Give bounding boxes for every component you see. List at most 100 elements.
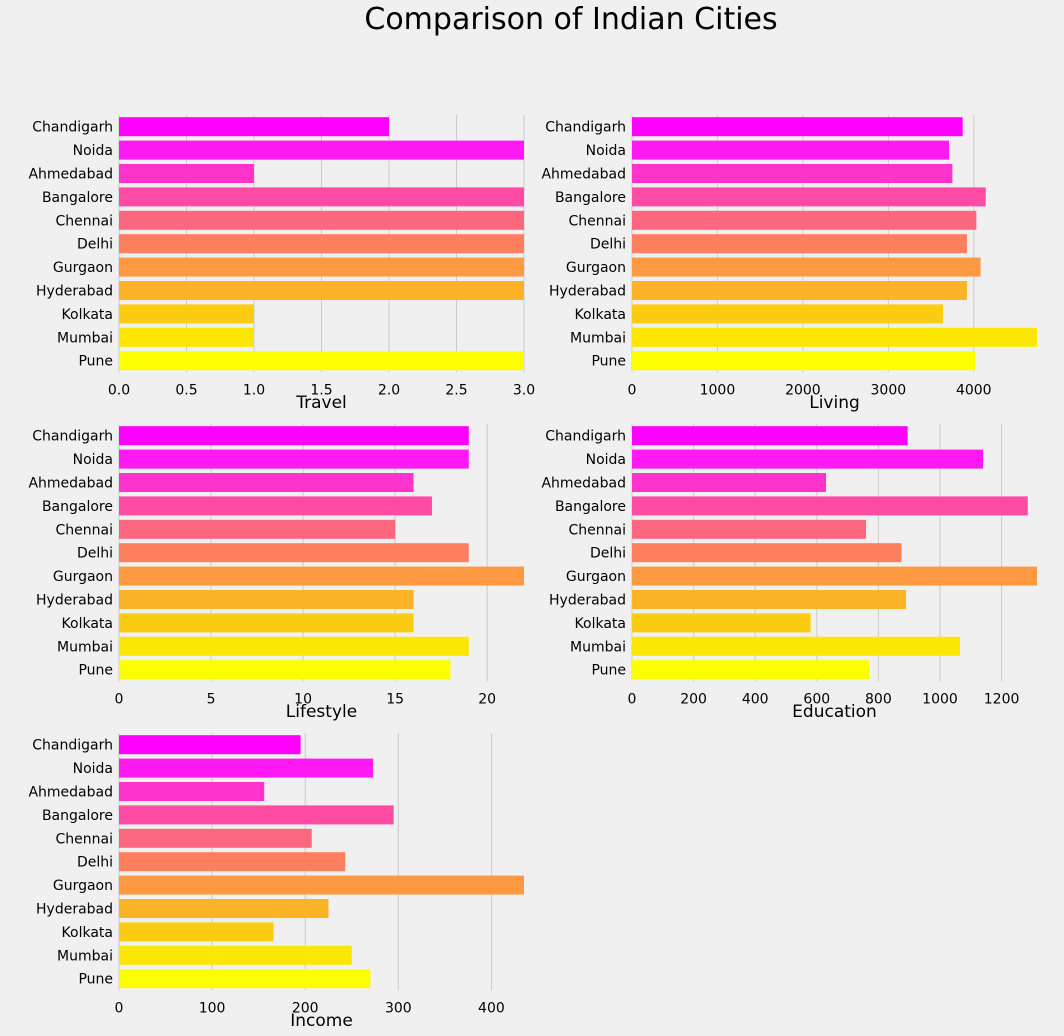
tick-label: 1000 [700, 382, 736, 398]
category-label: Noida [586, 143, 626, 159]
category-label: Bangalore [42, 808, 113, 824]
category-label: Ahmedabad [541, 167, 626, 183]
bar-gurgaon [632, 257, 981, 277]
bar-chandigarh [632, 117, 963, 137]
category-label: Delhi [77, 237, 113, 253]
bar-delhi [632, 543, 902, 563]
tick-label: 15 [386, 691, 404, 707]
category-label: Delhi [77, 546, 113, 562]
tick-label: 1.0 [243, 382, 265, 398]
category-label: Hyderabad [549, 593, 626, 609]
tick-label: 100 [199, 1000, 226, 1016]
bar-pune [119, 660, 451, 680]
bar-hyderabad [632, 590, 907, 609]
category-label: Hyderabad [36, 284, 113, 300]
bar-pune [632, 660, 870, 680]
category-label: Gurgaon [53, 569, 113, 585]
category-label: Gurgaon [53, 878, 113, 894]
category-label: Bangalore [42, 499, 113, 515]
tick-label: 600 [803, 691, 830, 707]
bar-noida [119, 449, 469, 469]
bar-chandigarh [119, 117, 389, 137]
category-label: Noida [73, 761, 113, 777]
tick-label: 0.0 [108, 382, 130, 398]
category-label: Chennai [56, 831, 113, 847]
tick-label: 2.0 [378, 382, 400, 398]
category-label: Chennai [56, 213, 113, 229]
tick-label: 0 [628, 691, 637, 707]
bar-ahmedabad [119, 164, 254, 183]
axis-label: Lifestyle [286, 702, 357, 722]
bar-chandigarh [119, 735, 301, 755]
bar-chennai [119, 519, 396, 539]
bar-chennai [632, 210, 977, 230]
tick-label: 2.5 [445, 382, 467, 398]
category-label: Mumbai [570, 330, 626, 346]
bar-noida [632, 140, 949, 160]
bar-kolkata [119, 304, 254, 324]
category-label: Pune [78, 663, 113, 679]
category-label: Kolkata [62, 616, 113, 632]
bar-noida [119, 140, 524, 160]
category-label: Chandigarh [32, 738, 113, 754]
bar-chennai [119, 210, 524, 230]
bar-chandigarh [632, 426, 908, 446]
bar-pune [119, 969, 371, 989]
bar-hyderabad [119, 590, 414, 609]
category-label: Chennai [569, 522, 626, 538]
category-label: Mumbai [57, 948, 113, 964]
chart-income: Chandigarh Noida Ahmedabad Bangalore Chennai… [28, 733, 524, 1031]
category-label: Pune [591, 354, 626, 370]
category-label: Chandigarh [545, 429, 626, 445]
bar-gurgaon [632, 566, 1037, 586]
tick-label: 4000 [956, 382, 992, 398]
tick-label: 1000 [922, 691, 958, 707]
category-label: Chennai [569, 213, 626, 229]
category-label: Mumbai [57, 330, 113, 346]
tick-label: 20 [478, 691, 496, 707]
bar-chandigarh [119, 426, 469, 446]
tick-label: 200 [680, 691, 707, 707]
bar-kolkata [119, 613, 414, 633]
category-label: Noida [73, 452, 113, 468]
axis-label: Income [290, 1011, 353, 1031]
category-label: Hyderabad [549, 284, 626, 300]
bar-chennai [632, 519, 867, 539]
axis-label: Travel [295, 393, 347, 413]
bar-hyderabad [119, 899, 329, 918]
figure-title: Comparison of Indian Cities [364, 2, 778, 37]
bar-bangalore [632, 187, 986, 207]
tick-label: 0 [115, 691, 124, 707]
bar-mumbai [119, 327, 254, 347]
bar-delhi [119, 543, 469, 563]
bar-kolkata [119, 922, 274, 942]
bar-kolkata [632, 613, 811, 633]
tick-label: 800 [865, 691, 892, 707]
tick-label: 3000 [871, 382, 907, 398]
category-label: Pune [78, 354, 113, 370]
category-label: Chennai [56, 522, 113, 538]
bar-delhi [119, 852, 346, 872]
tick-label: 400 [478, 1000, 505, 1016]
bar-ahmedabad [632, 164, 953, 183]
category-label: Hyderabad [36, 902, 113, 918]
bar-pune [119, 351, 524, 371]
category-label: Kolkata [62, 925, 113, 941]
category-label: Chandigarh [545, 120, 626, 136]
category-label: Kolkata [575, 616, 626, 632]
category-label: Chandigarh [32, 429, 113, 445]
category-label: Ahmedabad [541, 476, 626, 492]
tick-label: 3.0 [513, 382, 535, 398]
bar-pune [632, 351, 976, 371]
category-label: Noida [73, 143, 113, 159]
axis-label: Living [809, 393, 860, 413]
bar-delhi [119, 234, 524, 254]
bar-noida [119, 758, 374, 778]
category-label: Mumbai [57, 639, 113, 655]
category-label: Ahmedabad [28, 785, 113, 801]
category-label: Ahmedabad [28, 167, 113, 183]
category-label: Gurgaon [566, 569, 626, 585]
bar-delhi [632, 234, 967, 254]
category-label: Delhi [590, 237, 626, 253]
tick-label: 5 [207, 691, 216, 707]
